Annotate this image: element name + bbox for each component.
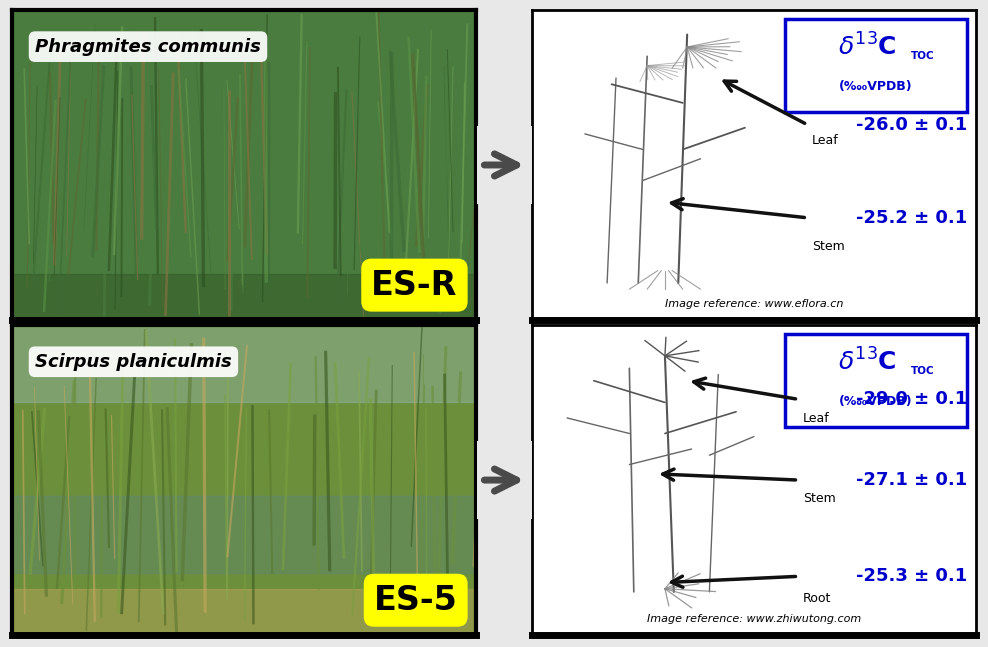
Text: Image reference: www.eflora.cn: Image reference: www.eflora.cn — [665, 300, 843, 309]
Text: -25.3 ± 0.1: -25.3 ± 0.1 — [856, 567, 967, 586]
Text: ES-5: ES-5 — [373, 584, 457, 617]
Text: -27.1 ± 0.1: -27.1 ± 0.1 — [856, 471, 967, 489]
Text: -26.0 ± 0.1: -26.0 ± 0.1 — [856, 116, 967, 134]
Text: -25.2 ± 0.1: -25.2 ± 0.1 — [856, 209, 967, 227]
Text: Stem: Stem — [802, 492, 836, 505]
Text: Stem: Stem — [811, 239, 845, 252]
Text: -29.0 ± 0.1: -29.0 ± 0.1 — [856, 390, 967, 408]
FancyBboxPatch shape — [784, 19, 967, 112]
Text: Image reference: www.zhiwutong.com: Image reference: www.zhiwutong.com — [647, 615, 861, 624]
Text: (‰₀VPDB): (‰₀VPDB) — [839, 395, 913, 408]
Text: Leaf: Leaf — [811, 134, 839, 147]
Text: Phragmites communis: Phragmites communis — [36, 38, 261, 56]
Text: (‰₀VPDB): (‰₀VPDB) — [839, 80, 913, 93]
Text: Leaf: Leaf — [802, 411, 830, 424]
Text: ES-R: ES-R — [371, 269, 457, 302]
Text: $\delta^{13}\mathbf{C}$: $\delta^{13}\mathbf{C}$ — [838, 34, 896, 61]
Text: TOC: TOC — [911, 366, 935, 377]
FancyBboxPatch shape — [784, 334, 967, 427]
Text: Scirpus planiculmis: Scirpus planiculmis — [36, 353, 232, 371]
Text: TOC: TOC — [911, 51, 935, 61]
Text: Root: Root — [802, 592, 831, 605]
Text: $\delta^{13}\mathbf{C}$: $\delta^{13}\mathbf{C}$ — [838, 349, 896, 376]
